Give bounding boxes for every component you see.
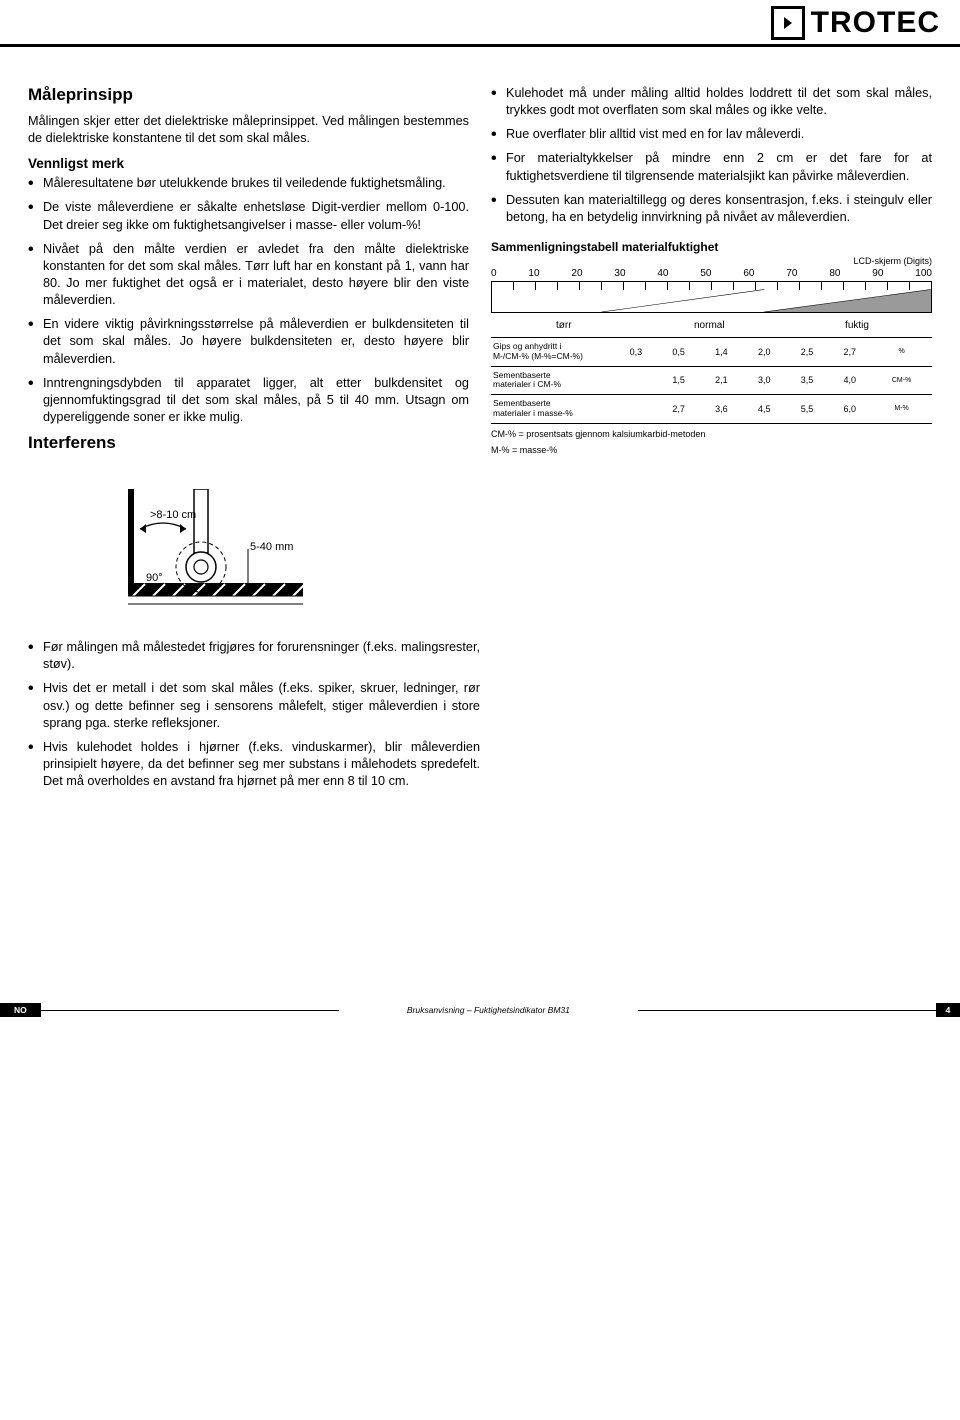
footer-title: Bruksanvisning – Fuktighetsindikator BM3… [339,1005,637,1015]
cell: 0,3 [614,337,657,366]
cell: 4,5 [743,395,786,424]
scale-numbers: 0 10 20 30 40 50 60 70 80 90 100 [491,268,932,279]
notice-list: Måleresultatene bør utelukkende brukes t… [28,175,469,426]
right-list: Kulehodet må under måling alltid holdes … [491,85,932,226]
tick-label: 100 [915,268,932,279]
tick-label: 20 [571,268,582,279]
list-item: Før målingen må målestedet frigjøres for… [28,639,480,673]
cell: 2,7 [657,395,700,424]
chart-subtitle: LCD-skjerm (Digits) [491,256,932,266]
row-label: Gips og anhydritt i M-/CM-% (M-%=CM-%) [491,337,614,366]
list-item: Inntrengningsdybden til apparatet ligger… [28,375,469,426]
tick-label: 70 [786,268,797,279]
chart-footnote: CM-% = prosentsats gjennom kalsiumkarbid… [491,429,932,441]
page-header: TROTEC [0,0,960,47]
cell: 2,7 [828,337,871,366]
unit: M-% [871,395,932,424]
cell: 6,0 [828,395,871,424]
logo-mark-icon [771,6,805,40]
depth-label: 5-40 mm [250,541,293,553]
footer-lang: NO [0,1003,41,1017]
cell: 3,5 [786,366,829,395]
list-item: Måleresultatene bør utelukkende brukes t… [28,175,469,192]
cell: 4,0 [828,366,871,395]
tick-label: 50 [700,268,711,279]
list-item: Kulehodet må under måling alltid holdes … [491,85,932,119]
zone-dry: tørr [491,320,637,331]
zone-normal: normal [637,320,783,331]
scale-bar [491,281,932,313]
table-row: Sementbaserte materialer i CM-% 1,5 2,1 … [491,366,932,395]
unit: CM-% [871,366,932,395]
tick-label: 0 [491,268,497,279]
list-item: De viste måleverdiene er såkalte enhetsl… [28,199,469,233]
left-column: Måleprinsipp Målingen skjer etter det di… [28,85,469,461]
cell: 2,5 [786,337,829,366]
brand-name: TROTEC [811,6,940,40]
list-item: For materialtykkelser på mindre enn 2 cm… [491,150,932,184]
list-item: Nivået på den målte verdien er avledet f… [28,241,469,310]
row-label: Sementbaserte materialer i CM-% [491,366,614,395]
cell [614,395,657,424]
list-item: Dessuten kan materialtillegg og deres ko… [491,192,932,226]
chart-title: Sammenligningstabell materialfuktighet [491,240,932,254]
cell: 2,1 [700,366,743,395]
notice-heading: Vennligst merk [28,156,469,171]
lower-list: Før målingen må målestedet frigjøres for… [28,639,480,790]
tick-label: 10 [528,268,539,279]
distance-label: >8-10 cm [150,509,196,521]
cell: 3,6 [700,395,743,424]
zone-labels: tørr normal fuktig [491,320,932,331]
page-footer: NO Bruksanvisning – Fuktighetsindikator … [0,1003,960,1017]
cell [614,366,657,395]
list-item: En videre viktig påvirkningsstørrelse på… [28,316,469,367]
cell: 1,5 [657,366,700,395]
tick-label: 30 [614,268,625,279]
section-heading: Interferens [28,433,469,453]
row-label: Sementbaserte materialer i masse-% [491,395,614,424]
list-item: Hvis det er metall i det som skal måles … [28,680,480,731]
moisture-chart: 0 10 20 30 40 50 60 70 80 90 100 [491,268,932,457]
intro-text: Målingen skjer etter det dielektriske må… [28,113,469,147]
material-table: Gips og anhydritt i M-/CM-% (M-%=CM-%) 0… [491,337,932,424]
brand-logo: TROTEC [771,6,940,40]
list-item: Rue overflater blir alltid vist med en f… [491,126,932,143]
footer-page: 4 [936,1003,960,1017]
section-heading: Måleprinsipp [28,85,469,105]
tick-label: 60 [743,268,754,279]
cell: 1,4 [700,337,743,366]
unit: % [871,337,932,366]
cell: 5,5 [786,395,829,424]
zone-wet: fuktig [782,320,932,331]
cell: 2,0 [743,337,786,366]
chart-footnote: M-% = masse-% [491,445,932,457]
angle-text: 90° [146,572,163,584]
right-column: Kulehodet må under måling alltid holdes … [491,85,932,461]
probe-diagram: >8-10 cm 5-40 mm 90° [128,489,932,619]
tick-label: 80 [829,268,840,279]
tick-label: 40 [657,268,668,279]
list-item: Hvis kulehodet holdes i hjørner (f.eks. … [28,739,480,790]
table-row: Gips og anhydritt i M-/CM-% (M-%=CM-%) 0… [491,337,932,366]
cell: 0,5 [657,337,700,366]
cell: 3,0 [743,366,786,395]
tick-label: 90 [872,268,883,279]
table-row: Sementbaserte materialer i masse-% 2,7 3… [491,395,932,424]
lower-section: >8-10 cm 5-40 mm 90° Før målingen må mål… [0,471,960,807]
